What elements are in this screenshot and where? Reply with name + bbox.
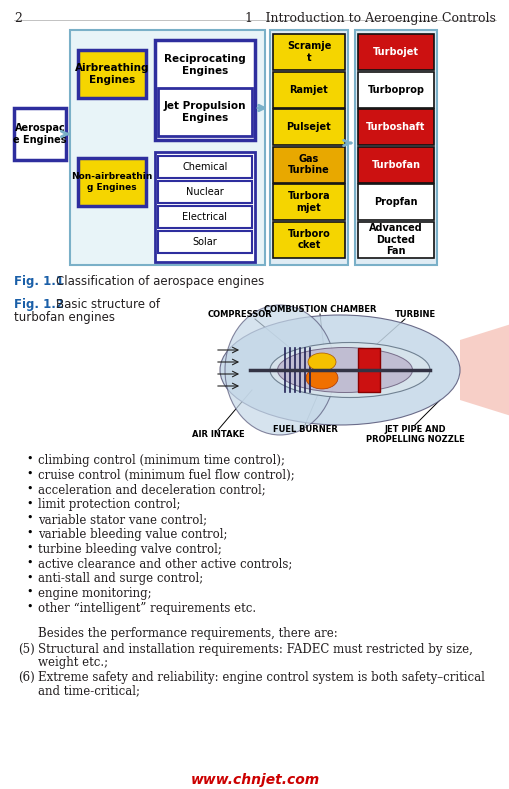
- Ellipse shape: [305, 367, 337, 389]
- Bar: [272, 72, 344, 107]
- Text: Non-airbreathin
g Engines: Non-airbreathin g Engines: [71, 172, 152, 192]
- Text: Scramje
t: Scramje t: [286, 41, 330, 63]
- Text: •: •: [26, 587, 33, 597]
- Text: Turboshaft: Turboshaft: [365, 122, 425, 132]
- Bar: [14, 108, 66, 160]
- Bar: [70, 30, 265, 265]
- Bar: [272, 184, 344, 220]
- Text: Propfan: Propfan: [374, 197, 417, 207]
- Text: •: •: [26, 528, 33, 538]
- Text: Chemical: Chemical: [182, 162, 227, 172]
- Text: Gas
Turbine: Gas Turbine: [288, 154, 329, 175]
- Text: Turboro
cket: Turboro cket: [287, 229, 330, 250]
- Text: •: •: [26, 513, 33, 523]
- Text: •: •: [26, 469, 33, 479]
- Bar: [269, 30, 347, 265]
- Text: Turboprop: Turboprop: [367, 84, 423, 95]
- Text: and time-critical;: and time-critical;: [38, 684, 140, 697]
- Text: FUEL BURNER: FUEL BURNER: [272, 425, 337, 434]
- Text: •: •: [26, 558, 33, 567]
- Ellipse shape: [307, 353, 335, 371]
- Text: limit protection control;: limit protection control;: [38, 499, 180, 511]
- Text: Reciprocating
Engines: Reciprocating Engines: [164, 54, 245, 76]
- Text: variable stator vane control;: variable stator vane control;: [38, 513, 207, 526]
- Text: Besides the performance requirements, there are:: Besides the performance requirements, th…: [38, 626, 337, 640]
- Text: climbing control (minimum time control);: climbing control (minimum time control);: [38, 454, 285, 467]
- Bar: [272, 109, 344, 145]
- Bar: [272, 34, 344, 70]
- Text: Fig. 1.1: Fig. 1.1: [14, 275, 64, 288]
- Text: Turbofan: Turbofan: [371, 159, 420, 170]
- Text: Electrical: Electrical: [182, 212, 227, 222]
- Ellipse shape: [224, 305, 334, 435]
- Text: (6): (6): [18, 671, 35, 684]
- Text: JET PIPE AND
PROPELLING NOZZLE: JET PIPE AND PROPELLING NOZZLE: [365, 425, 464, 444]
- Text: •: •: [26, 484, 33, 494]
- Bar: [78, 50, 146, 98]
- Text: www.chnjet.com: www.chnjet.com: [190, 773, 319, 787]
- Text: Turbojet: Turbojet: [372, 47, 418, 57]
- Text: Pulsejet: Pulsejet: [286, 122, 331, 132]
- Text: •: •: [26, 572, 33, 582]
- Bar: [357, 184, 433, 220]
- Bar: [158, 156, 251, 178]
- Polygon shape: [459, 315, 509, 425]
- Text: active clearance and other active controls;: active clearance and other active contro…: [38, 558, 292, 570]
- Text: Solar: Solar: [192, 237, 217, 247]
- Text: Nuclear: Nuclear: [186, 187, 223, 197]
- Text: turbine bleeding valve control;: turbine bleeding valve control;: [38, 543, 221, 555]
- Text: anti-stall and surge control;: anti-stall and surge control;: [38, 572, 203, 585]
- Text: Aerospac
e Engines: Aerospac e Engines: [13, 123, 67, 145]
- Text: Turbora
mjet: Turbora mjet: [287, 191, 330, 213]
- Text: (5): (5): [18, 643, 35, 656]
- Text: COMBUSTION CHAMBER: COMBUSTION CHAMBER: [263, 305, 376, 314]
- Bar: [158, 231, 251, 253]
- Text: TURBINE: TURBINE: [393, 310, 435, 319]
- Bar: [357, 222, 433, 257]
- Text: •: •: [26, 602, 33, 612]
- Bar: [354, 30, 436, 265]
- Text: Ramjet: Ramjet: [289, 84, 328, 95]
- Bar: [78, 158, 146, 206]
- Text: Fig. 1.2: Fig. 1.2: [14, 298, 64, 311]
- Text: Basic structure of: Basic structure of: [56, 298, 160, 311]
- Text: Structural and installation requirements: FADEC must restricted by size,: Structural and installation requirements…: [38, 643, 472, 656]
- Text: Extreme safety and reliability: engine control system is both safety–critical: Extreme safety and reliability: engine c…: [38, 671, 484, 684]
- Text: turbofan engines: turbofan engines: [14, 311, 115, 324]
- Text: variable bleeding value control;: variable bleeding value control;: [38, 528, 227, 541]
- Text: engine monitoring;: engine monitoring;: [38, 587, 151, 600]
- Ellipse shape: [277, 347, 412, 392]
- Ellipse shape: [269, 342, 429, 398]
- Bar: [357, 147, 433, 182]
- Text: •: •: [26, 454, 33, 464]
- Text: weight etc.;: weight etc.;: [38, 656, 108, 669]
- Bar: [357, 348, 379, 392]
- Text: acceleration and deceleration control;: acceleration and deceleration control;: [38, 484, 265, 496]
- Bar: [158, 206, 251, 228]
- Text: •: •: [26, 499, 33, 508]
- Text: •: •: [26, 543, 33, 553]
- Bar: [158, 181, 251, 203]
- Text: cruise control (minimum fuel flow control);: cruise control (minimum fuel flow contro…: [38, 469, 294, 482]
- Text: Classification of aerospace engines: Classification of aerospace engines: [56, 275, 264, 288]
- Text: 1 Introduction to Aeroengine Controls: 1 Introduction to Aeroengine Controls: [245, 12, 495, 25]
- Bar: [158, 88, 251, 136]
- Text: Advanced
Ducted
Fan: Advanced Ducted Fan: [369, 223, 422, 256]
- Ellipse shape: [219, 315, 459, 425]
- Bar: [272, 222, 344, 257]
- Bar: [272, 147, 344, 182]
- Bar: [357, 72, 433, 107]
- Bar: [155, 152, 254, 262]
- Bar: [155, 40, 254, 140]
- Bar: [357, 109, 433, 145]
- Text: AIR INTAKE: AIR INTAKE: [191, 430, 244, 439]
- Text: other “intelligent” requirements etc.: other “intelligent” requirements etc.: [38, 602, 256, 615]
- Text: COMPRESSOR: COMPRESSOR: [207, 310, 272, 319]
- Bar: [357, 34, 433, 70]
- Text: Jet Propulsion
Engines: Jet Propulsion Engines: [163, 101, 246, 123]
- Text: Airbreathing
Engines: Airbreathing Engines: [75, 63, 149, 84]
- Text: 2: 2: [14, 12, 22, 25]
